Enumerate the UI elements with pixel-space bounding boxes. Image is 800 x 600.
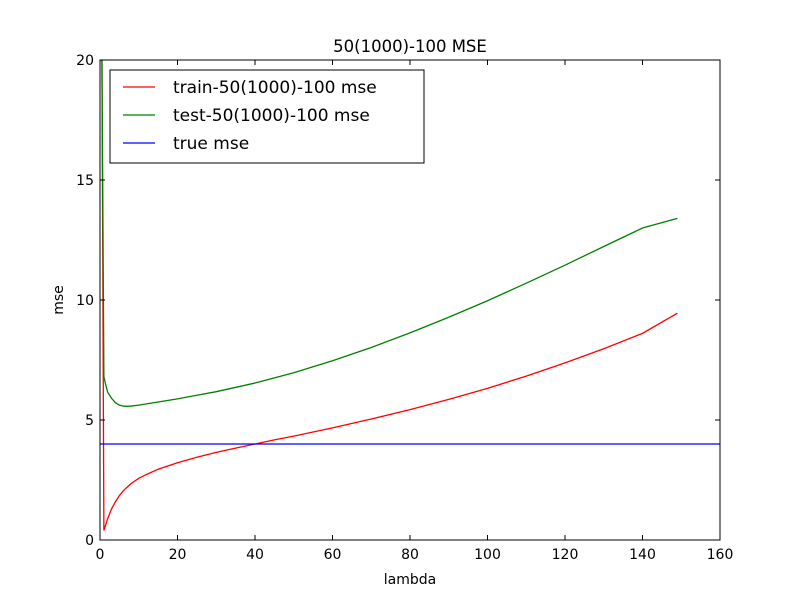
legend: train-50(1000)-100 mse test-50(1000)-100 … bbox=[109, 69, 425, 164]
y-tick-label: 5 bbox=[85, 413, 94, 429]
chart-title: 50(1000)-100 MSE bbox=[333, 37, 487, 56]
x-tick-label: 80 bbox=[401, 547, 419, 563]
x-tick-label: 0 bbox=[96, 547, 105, 563]
x-tick-label: 100 bbox=[474, 547, 501, 563]
x-tick-label: 60 bbox=[324, 547, 342, 563]
x-tick-label: 120 bbox=[552, 547, 579, 563]
x-tick-label: 20 bbox=[169, 547, 187, 563]
x-axis-label: lambda bbox=[384, 572, 436, 588]
y-tick-label: 20 bbox=[76, 53, 94, 69]
plot-area bbox=[100, 60, 720, 531]
series-line-1 bbox=[100, 60, 678, 531]
x-tick-label: 40 bbox=[246, 547, 264, 563]
x-tick-label: 160 bbox=[707, 547, 734, 563]
y-tick-label: 15 bbox=[76, 173, 94, 189]
y-axis-label: mse bbox=[51, 285, 67, 315]
y-tick-label: 10 bbox=[76, 293, 94, 309]
series-line-2 bbox=[100, 60, 678, 407]
y-tick-label: 0 bbox=[85, 533, 94, 549]
legend-label: train-50(1000)-100 mse bbox=[173, 78, 377, 98]
x-tick-label: 140 bbox=[629, 547, 656, 563]
legend-box bbox=[109, 69, 425, 164]
legend-label: true mse bbox=[173, 134, 249, 154]
axis-ticks: 0 20 40 60 80 100 120 140 160 0 5 10 15 20 bbox=[76, 53, 733, 563]
legend-label: test-50(1000)-100 mse bbox=[173, 106, 370, 126]
